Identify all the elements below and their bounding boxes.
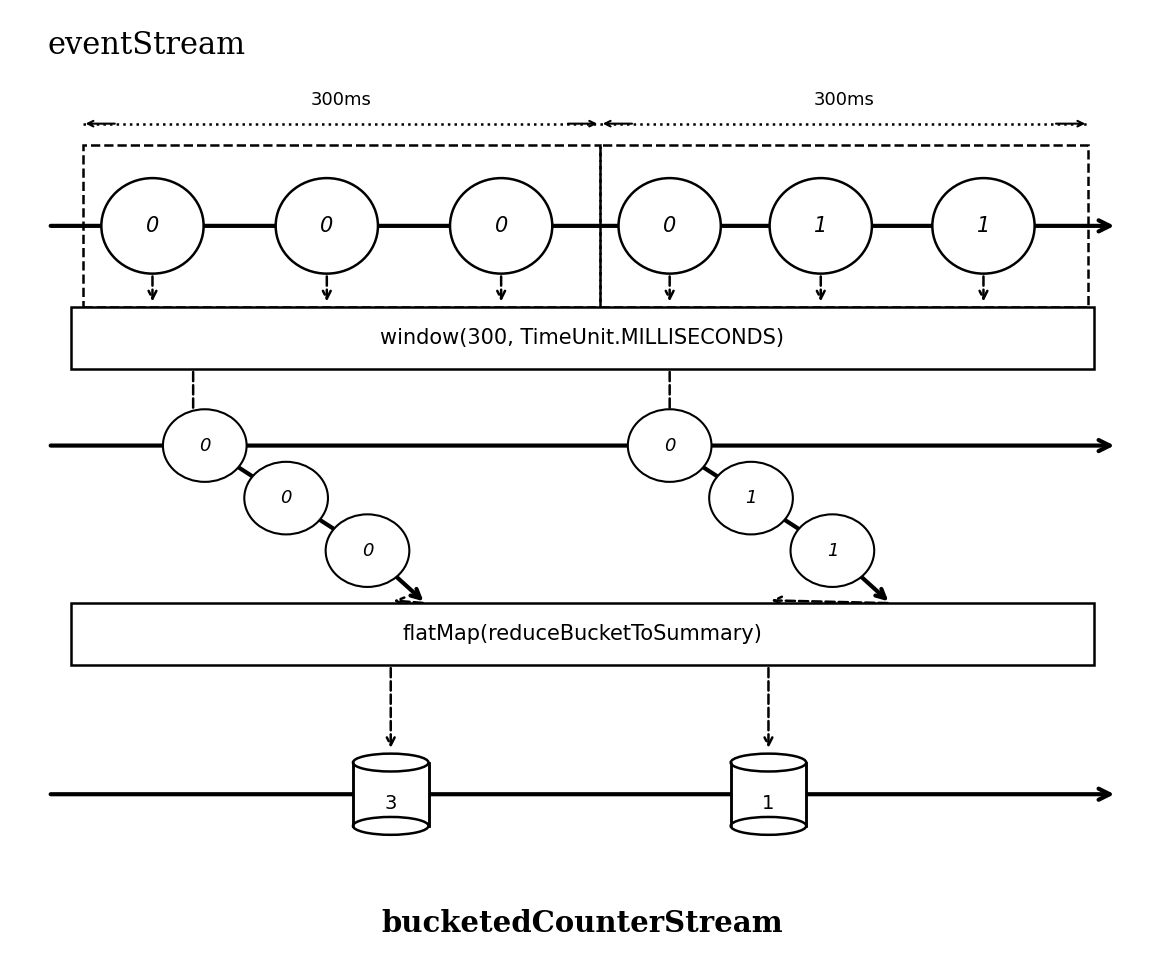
Text: 0: 0: [146, 216, 160, 236]
Ellipse shape: [163, 409, 247, 482]
Ellipse shape: [932, 178, 1035, 274]
Text: window(300, TimeUnit.MILLISECONDS): window(300, TimeUnit.MILLISECONDS): [381, 328, 784, 348]
Text: eventStream: eventStream: [48, 30, 246, 61]
Text: 0: 0: [664, 437, 676, 454]
Text: 1: 1: [827, 541, 838, 559]
Bar: [730, 763, 806, 826]
FancyBboxPatch shape: [71, 604, 1094, 665]
Text: 1: 1: [746, 490, 757, 507]
Ellipse shape: [619, 178, 721, 274]
Text: 300ms: 300ms: [311, 91, 372, 109]
Ellipse shape: [326, 514, 409, 587]
Text: flatMap(reduceBucketToSummary): flatMap(reduceBucketToSummary): [403, 625, 762, 644]
Text: 300ms: 300ms: [813, 91, 875, 109]
Bar: [353, 763, 429, 826]
Ellipse shape: [276, 178, 377, 274]
Text: 3: 3: [384, 794, 397, 813]
Ellipse shape: [730, 817, 806, 834]
Bar: [353, 763, 429, 826]
Text: 0: 0: [494, 216, 508, 236]
Text: 0: 0: [320, 216, 333, 236]
Text: 0: 0: [362, 541, 373, 559]
Text: 0: 0: [281, 490, 292, 507]
Ellipse shape: [353, 754, 429, 771]
Text: 0: 0: [199, 437, 211, 454]
Text: 1: 1: [976, 216, 990, 236]
Ellipse shape: [450, 178, 552, 274]
Text: 1: 1: [814, 216, 827, 236]
Text: bucketedCounterStream: bucketedCounterStream: [382, 908, 783, 938]
Ellipse shape: [353, 817, 429, 834]
Ellipse shape: [245, 462, 329, 535]
Ellipse shape: [730, 754, 806, 771]
Ellipse shape: [770, 178, 871, 274]
Text: 0: 0: [663, 216, 677, 236]
Ellipse shape: [628, 409, 712, 482]
Ellipse shape: [791, 514, 874, 587]
Bar: [730, 763, 806, 826]
Text: 1: 1: [762, 794, 775, 813]
Ellipse shape: [709, 462, 793, 535]
FancyBboxPatch shape: [71, 308, 1094, 369]
Ellipse shape: [101, 178, 204, 274]
